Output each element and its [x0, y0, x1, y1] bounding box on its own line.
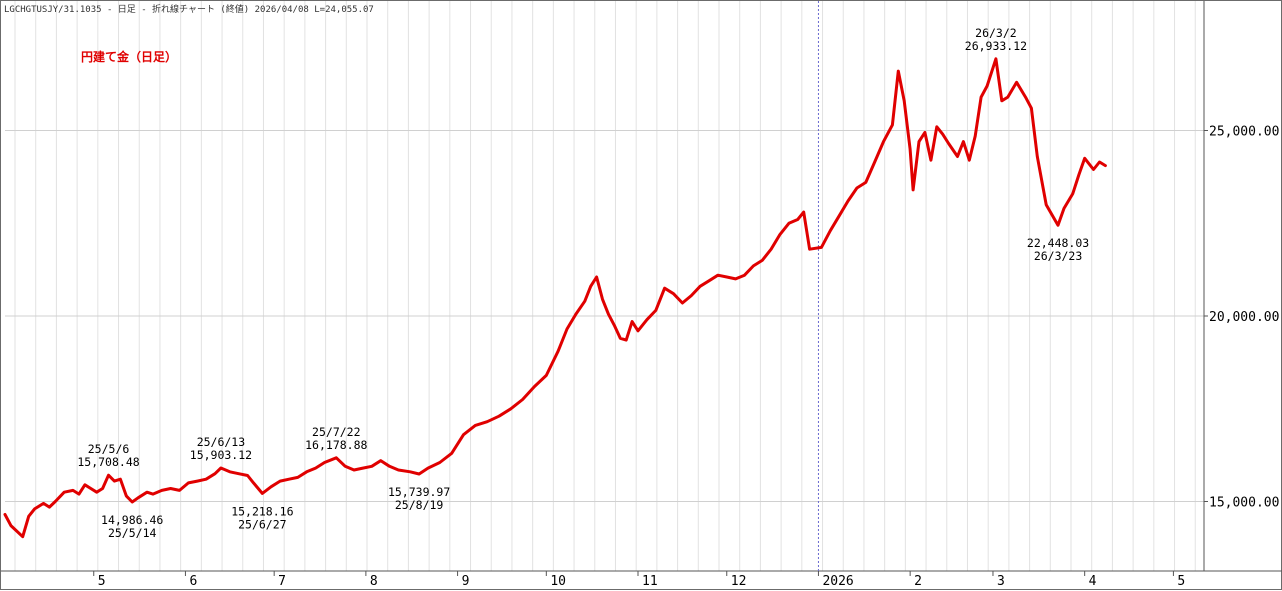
y-tick-label: 25,000.00: [1209, 125, 1279, 140]
x-tick-label: 9: [462, 574, 470, 589]
x-tick-label: 10: [550, 574, 566, 589]
annotations: 25/5/615,708.4814,986.4625/5/1425/6/1315…: [77, 26, 1089, 540]
x-tick-label: 2: [914, 574, 922, 589]
chart-title: 円建て金（日足）: [81, 49, 177, 64]
y-tick-label: 15,000.00: [1209, 496, 1279, 511]
annotation-label: 14,986.46: [101, 513, 163, 527]
annotation-label: 15,218.16: [231, 504, 293, 518]
annotation-label: 26/3/2: [975, 26, 1017, 40]
annotation-label: 16,178.88: [305, 438, 367, 452]
annotation-label: 15,739.97: [388, 485, 450, 499]
x-tick-label: 2026: [822, 574, 853, 589]
annotation-label: 26,933.12: [965, 39, 1027, 53]
annotation-label: 25/5/14: [108, 526, 157, 540]
x-tick-label: 6: [189, 574, 197, 589]
x-tick-label: 8: [370, 574, 378, 589]
annotation-label: 15,708.48: [77, 455, 139, 469]
gridlines: [5, 1, 1204, 571]
annotation-label: 15,903.12: [190, 448, 252, 462]
annotation-label: 22,448.03: [1027, 236, 1089, 250]
annotation-label: 25/6/27: [238, 517, 287, 531]
annotation-label: 26/3/23: [1034, 249, 1083, 263]
x-tick-label: 7: [278, 574, 286, 589]
y-axis-ticks: 15,000.00 20,000.00 25,000.00: [1204, 125, 1279, 511]
annotation-label: 25/8/19: [395, 498, 444, 512]
x-tick-label: 5: [98, 574, 106, 589]
x-tick-label: 12: [731, 574, 747, 589]
x-tick-label: 5: [1177, 574, 1185, 589]
y-tick-label: 20,000.00: [1209, 310, 1279, 325]
annotation-label: 25/5/6: [88, 442, 130, 456]
x-axis-ticks: 5 6 7 8 9 10 11 12 2026 2 3 4 5: [93, 571, 1185, 589]
annotation-label: 25/6/13: [197, 435, 246, 449]
x-tick-label: 11: [642, 574, 658, 589]
x-tick-label: 3: [997, 574, 1005, 589]
series-line: [3, 57, 1107, 539]
chart-header: LGCHGTUSJY/31.1035 - 日足 - 折れ線チャート (終値) 2…: [4, 3, 374, 15]
annotation-label: 25/7/22: [312, 425, 360, 439]
x-tick-label: 4: [1089, 574, 1097, 589]
